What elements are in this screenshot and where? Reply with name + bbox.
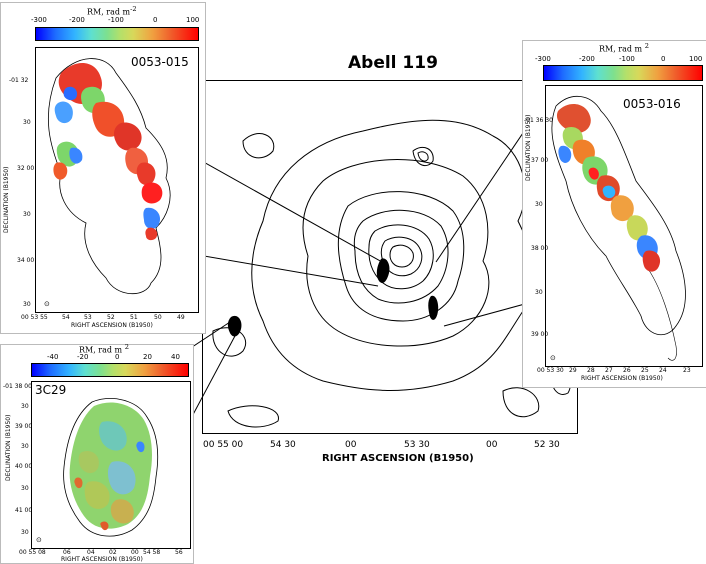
y-tick: 30: [21, 529, 29, 536]
x-tick: 51: [130, 314, 138, 321]
svg-text:⊙: ⊙: [44, 300, 50, 308]
colorbar-tick: -100: [619, 55, 635, 63]
colorbar-label: RM, rad m 2: [599, 42, 649, 54]
colorbar-tick: 40: [171, 353, 180, 361]
colorbar-tick: 100: [689, 55, 703, 63]
rm-map-frame: ⊙: [31, 381, 191, 549]
colorbar-label: RM, rad m-2: [87, 5, 137, 17]
ra-tick: 00 55 00: [203, 440, 244, 450]
y-axis-label: DECLINATION (B1950): [3, 166, 10, 233]
rm-map-0053-015: ⊙: [44, 58, 171, 308]
y-tick: 30: [23, 301, 31, 308]
source-0053-016-blob: [428, 295, 439, 320]
rm-map-0053-016: ⊙: [550, 96, 686, 362]
x-tick: 56: [175, 549, 183, 556]
colorbar-tick: -300: [535, 55, 551, 63]
x-tick: 24: [659, 367, 667, 374]
x-tick: 00 55 08: [19, 549, 46, 556]
y-tick: 30: [535, 201, 543, 208]
rm-colorbar: [31, 363, 189, 377]
y-tick: -01 32: [9, 77, 29, 84]
rm-colorbar: [543, 65, 703, 81]
colorbar-tick: -100: [108, 16, 124, 24]
ra-tick: 00: [486, 440, 498, 450]
y-tick: 39 00: [15, 423, 33, 430]
x-tick: 54: [62, 314, 70, 321]
y-axis-label: DECLINATION (B1950): [525, 114, 532, 181]
source-label: 0053-015: [131, 55, 189, 69]
x-axis-label: RIGHT ASCENSION (B1950): [71, 322, 153, 329]
svg-text:⊙: ⊙: [550, 354, 556, 362]
y-tick: 30: [535, 289, 543, 296]
y-tick: 37 00: [531, 157, 549, 164]
source-0053-015-blob: [376, 258, 390, 284]
x-tick: 54 58: [143, 549, 161, 556]
y-tick: 39 00: [531, 331, 549, 338]
x-tick: 52: [107, 314, 115, 321]
rm-colorbar: [35, 27, 199, 41]
panel-3c29: -40 -20 0 20 40 RM, rad m 2 ⊙ 3C29 DECLI…: [0, 343, 194, 564]
colorbar-tick: -40: [47, 353, 59, 361]
x-tick: 28: [587, 367, 595, 374]
x-tick: 27: [605, 367, 613, 374]
colorbar-tick: 0: [115, 353, 120, 361]
y-axis-label: DECLINATION (B1950): [5, 414, 12, 481]
y-tick: 40 00: [15, 463, 33, 470]
panel-0053-015: -300 -200 -100 0 100 RM, rad m-2: [0, 2, 206, 334]
x-tick: 25: [641, 367, 649, 374]
x-tick: 00 53 30: [537, 367, 564, 374]
y-tick: 30: [23, 119, 31, 126]
ra-tick: 52 30: [534, 440, 560, 450]
colorbar-tick: -20: [77, 353, 89, 361]
colorbar-tick: -200: [69, 16, 85, 24]
x-axis-label: RIGHT ASCENSION (B1950): [581, 375, 663, 382]
source-label: 0053-016: [623, 97, 681, 111]
colorbar-tick: -300: [31, 16, 47, 24]
contour-plot: [212, 119, 571, 428]
x-tick: 02: [109, 549, 117, 556]
x-tick: 00 53 55: [21, 314, 48, 321]
ra-tick: 54 30: [270, 440, 296, 450]
y-tick: -01 38 00: [3, 383, 32, 390]
x-axis-label: RIGHT ASCENSION (B1950): [61, 556, 143, 563]
rm-map-3c29: ⊙: [36, 398, 159, 544]
colorbar-tick: 0: [153, 16, 158, 24]
main-x-axis-label: RIGHT ASCENSION (B1950): [322, 453, 474, 464]
x-tick: 06: [63, 549, 71, 556]
x-tick: 53: [84, 314, 92, 321]
colorbar-tick: 0: [661, 55, 666, 63]
y-tick: 30: [21, 403, 29, 410]
y-tick: 34 00: [17, 257, 35, 264]
ra-tick: 00: [345, 440, 357, 450]
y-tick: -01 36 30: [524, 117, 553, 124]
x-tick: 23: [683, 367, 691, 374]
ra-tick: 53 30: [404, 440, 430, 450]
rm-map-frame: ⊙: [545, 85, 703, 367]
svg-text:⊙: ⊙: [36, 536, 42, 544]
y-tick: 30: [23, 211, 31, 218]
colorbar-label: RM, rad m 2: [79, 343, 129, 355]
y-tick: 32 00: [17, 165, 35, 172]
source-3c29-blob: [227, 315, 242, 337]
y-tick: 30: [21, 443, 29, 450]
panel-0053-016: -300 -200 -100 0 100 RM, rad m 2 ⊙: [522, 40, 706, 388]
y-tick: 41 00: [15, 507, 33, 514]
x-tick: 29: [569, 367, 577, 374]
colorbar-tick: 100: [186, 16, 200, 24]
colorbar-tick: 20: [143, 353, 152, 361]
rm-map-frame: ⊙: [35, 47, 199, 313]
y-tick: 38 00: [531, 245, 549, 252]
x-tick: 04: [87, 549, 95, 556]
x-tick: 50: [154, 314, 162, 321]
colorbar-tick: -200: [579, 55, 595, 63]
x-tick: 00: [131, 549, 139, 556]
y-tick: 30: [21, 485, 29, 492]
x-tick: 26: [623, 367, 631, 374]
source-label: 3C29: [35, 383, 67, 397]
x-tick: 49: [177, 314, 185, 321]
main-title: Abell 119: [348, 53, 438, 73]
